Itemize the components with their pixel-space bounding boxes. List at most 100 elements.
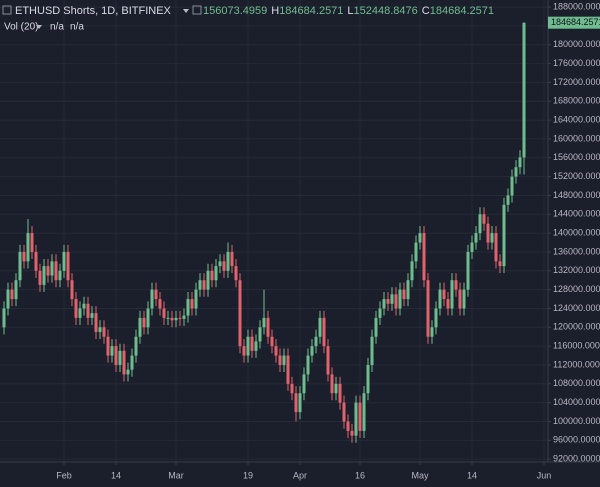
candle-body <box>518 157 522 168</box>
candle-body <box>374 317 378 337</box>
candle-body <box>26 233 30 262</box>
candle-body <box>438 289 442 309</box>
candle-body <box>142 317 146 328</box>
y-tick-label: 112000.0000 <box>553 359 600 369</box>
candle-body <box>382 299 386 309</box>
candle-body <box>126 369 130 375</box>
candle-body <box>30 233 34 252</box>
y-tick-label: 104000.0000 <box>553 397 600 407</box>
candle-body <box>334 383 338 394</box>
candle-body <box>290 383 294 394</box>
candle-body <box>22 251 26 262</box>
candle-body <box>498 261 502 267</box>
candle-body <box>398 289 402 309</box>
candle-body <box>38 270 42 285</box>
ohlc-part: H <box>271 5 279 17</box>
candle-body <box>410 261 414 281</box>
candle-body <box>110 346 114 356</box>
candle-body <box>18 251 22 281</box>
candle-body <box>122 350 126 375</box>
candle-body <box>502 204 506 267</box>
candle-body <box>82 303 86 309</box>
candle-body <box>94 313 98 333</box>
candle-body <box>66 251 70 281</box>
candle-body <box>326 346 330 375</box>
ohlc-header: 156073.4959 H184684.2571 L152448.8476 C1846… <box>203 5 494 17</box>
dropdown[interactable] <box>183 9 189 13</box>
candle-body <box>98 327 102 333</box>
candle-body <box>314 336 318 347</box>
candle-body <box>282 355 286 365</box>
y-tick-label: 172000.0000 <box>553 77 600 87</box>
candle-body <box>346 421 350 431</box>
candle-body <box>350 430 354 436</box>
candle-body <box>170 317 174 321</box>
candle-body <box>74 299 78 318</box>
y-tick-label: 188000.0000 <box>553 1 600 11</box>
candle-body <box>78 308 82 318</box>
ohlc-part: 184684.2571 <box>279 5 343 17</box>
y-tick-label: 100000.0000 <box>553 416 600 426</box>
candle-body <box>506 195 510 205</box>
candle-body <box>394 294 398 309</box>
candle-body <box>482 214 486 224</box>
candle-body <box>306 355 310 375</box>
candle-body <box>446 299 450 309</box>
candle-body <box>354 402 358 436</box>
candle-body <box>46 266 50 276</box>
candle-body <box>286 355 290 384</box>
candle-body <box>42 266 46 285</box>
candle-body <box>454 280 458 290</box>
candle-body <box>150 289 154 309</box>
x-tick-label: Mar <box>168 470 184 480</box>
settings-icon[interactable] <box>192 5 202 15</box>
candle-body <box>294 393 298 413</box>
last-price-label: 184684.2571 <box>551 17 600 27</box>
indicator-value: n/a <box>70 22 84 33</box>
candle-body <box>162 308 166 318</box>
y-tick-label: 116000.0000 <box>553 341 600 351</box>
candle-body <box>366 364 370 394</box>
ohlc-part: L <box>347 5 353 17</box>
candle-body <box>254 341 258 351</box>
candle-body <box>246 336 250 356</box>
candle-body <box>102 327 106 337</box>
ohlc-part: 152448.8476 <box>354 5 418 17</box>
candle-body <box>218 261 222 267</box>
x-tick-label: Jun <box>537 470 552 480</box>
y-tick-label: 160000.0000 <box>553 133 600 143</box>
candle-body <box>470 242 474 252</box>
candle-body <box>238 280 242 347</box>
candle-body <box>402 289 406 300</box>
candle-body <box>370 336 374 365</box>
candle-body <box>474 233 478 243</box>
candle-body <box>510 176 514 196</box>
candle-body <box>234 266 238 281</box>
candle-body <box>386 299 390 304</box>
y-tick-label: 164000.0000 <box>553 114 600 124</box>
candle-body <box>6 289 10 309</box>
candle-body <box>106 336 110 356</box>
x-tick-label: Feb <box>56 470 72 480</box>
dropdown[interactable] <box>36 25 42 29</box>
x-tick-label: 16 <box>355 470 365 480</box>
candle-body <box>202 280 206 290</box>
candle-body <box>338 383 342 403</box>
y-tick-label: 136000.0000 <box>553 246 600 256</box>
candle-body <box>442 289 446 300</box>
y-tick-label: 148000.0000 <box>553 190 600 200</box>
candle-body <box>302 374 306 394</box>
candle-body <box>450 280 454 309</box>
candle-body <box>242 346 246 356</box>
candle-body <box>146 308 150 328</box>
candle-body <box>490 233 494 243</box>
candle-body <box>54 261 58 281</box>
ohlc-part: 156073.4959 <box>203 5 267 17</box>
candle-body <box>14 280 18 300</box>
candle-body <box>422 233 426 281</box>
candle-body <box>418 233 422 243</box>
candle-body <box>230 251 234 267</box>
candle-body <box>430 327 434 337</box>
y-tick-label: 132000.0000 <box>553 265 600 275</box>
